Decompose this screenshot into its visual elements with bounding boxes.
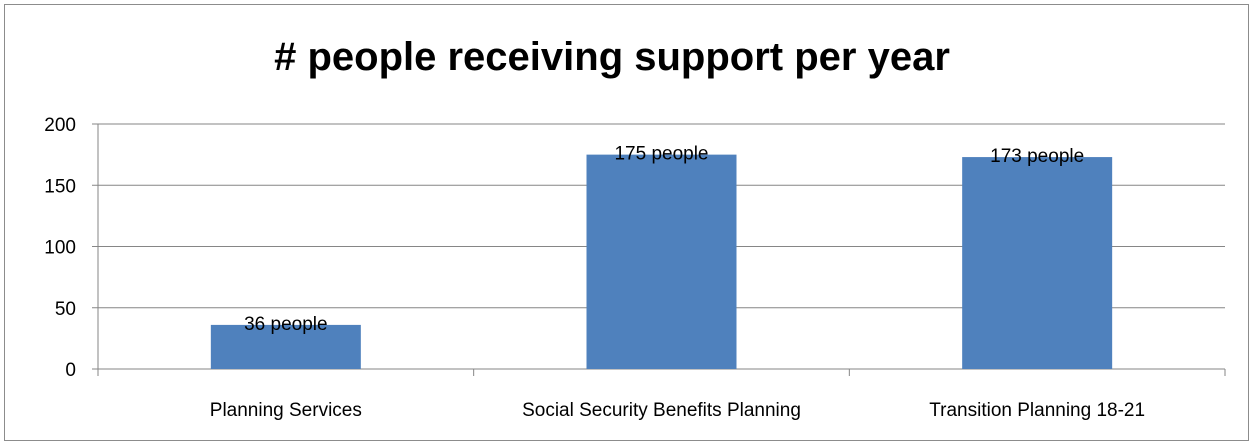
- y-tick-label: 0: [65, 360, 76, 381]
- y-tick-label: 200: [44, 115, 76, 136]
- x-tick-label: Planning Services: [210, 400, 362, 421]
- y-tick-labels: 0 50 100 150 200: [44, 115, 76, 381]
- x-tick-label: Transition Planning 18-21: [929, 400, 1145, 421]
- bar: [962, 157, 1113, 369]
- x-tick-labels: Planning Services Social Security Benefit…: [210, 400, 1145, 421]
- data-labels: 36 people 175 people 173 people: [244, 144, 1084, 335]
- data-label: 173 people: [990, 146, 1084, 167]
- bars: [210, 154, 1113, 369]
- data-label: 36 people: [244, 314, 327, 335]
- data-label: 175 people: [614, 144, 708, 165]
- y-tick-label: 150: [44, 176, 76, 197]
- y-tick-label: 100: [44, 238, 76, 259]
- chart-title: # people receiving support per year: [274, 35, 950, 79]
- bar: [210, 324, 361, 369]
- y-tick-label: 50: [55, 299, 76, 320]
- x-tick-label: Social Security Benefits Planning: [522, 400, 801, 421]
- bar: [586, 154, 737, 369]
